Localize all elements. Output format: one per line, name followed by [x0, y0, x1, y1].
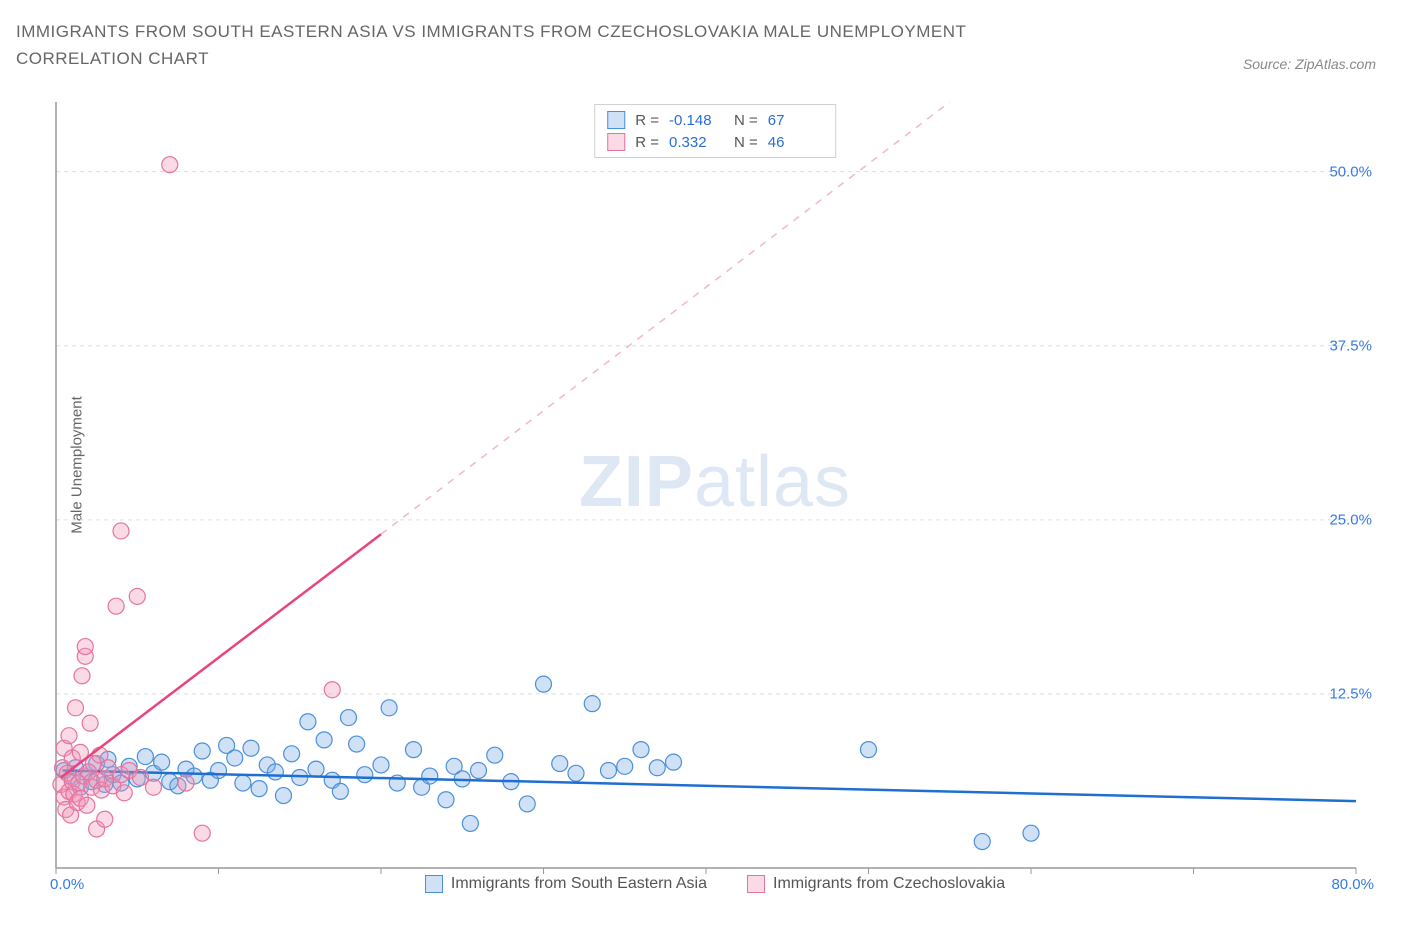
data-point — [381, 700, 397, 716]
legend-swatch — [747, 875, 765, 893]
data-point — [316, 732, 332, 748]
data-point — [649, 760, 665, 776]
data-point — [116, 785, 132, 801]
data-point — [568, 765, 584, 781]
legend-r-label: R = — [635, 112, 659, 129]
data-point — [584, 696, 600, 712]
data-point — [552, 756, 568, 772]
legend-label: Immigrants from Czechoslovakia — [773, 875, 1005, 893]
data-point — [324, 682, 340, 698]
data-point — [462, 815, 478, 831]
data-point — [974, 834, 990, 850]
data-point — [146, 779, 162, 795]
data-point — [178, 775, 194, 791]
scatter-plot — [50, 100, 1380, 895]
legend-n-label: N = — [734, 112, 758, 129]
data-point — [251, 781, 267, 797]
data-point — [97, 811, 113, 827]
data-point — [357, 767, 373, 783]
data-point — [519, 796, 535, 812]
data-point — [341, 710, 357, 726]
data-point — [422, 768, 438, 784]
y-tick-label: 12.5% — [1329, 685, 1372, 702]
data-point — [79, 797, 95, 813]
series-legend: Immigrants from South Eastern Asia Immigr… — [50, 875, 1380, 893]
chart-title: IMMIGRANTS FROM SOUTH EASTERN ASIA VS IM… — [16, 18, 1096, 72]
data-point — [349, 736, 365, 752]
data-point — [235, 775, 251, 791]
legend-n-value: 67 — [768, 112, 823, 129]
legend-swatch — [425, 875, 443, 893]
data-point — [194, 743, 210, 759]
data-point — [1023, 825, 1039, 841]
legend-row: R = 0.332 N = 46 — [607, 131, 823, 153]
data-point — [300, 714, 316, 730]
legend-r-value: -0.148 — [669, 112, 724, 129]
data-point — [137, 749, 153, 765]
legend-n-value: 46 — [768, 134, 823, 151]
legend-label: Immigrants from South Eastern Asia — [451, 875, 707, 893]
legend-swatch — [607, 133, 625, 151]
data-point — [601, 763, 617, 779]
data-point — [243, 740, 259, 756]
legend-n-label: N = — [734, 134, 758, 151]
trend-line-extrapolated — [381, 102, 950, 534]
legend-row: R = -0.148 N = 67 — [607, 109, 823, 131]
legend-item: Immigrants from Czechoslovakia — [747, 875, 1005, 893]
data-point — [276, 788, 292, 804]
data-point — [406, 742, 422, 758]
data-point — [68, 700, 84, 716]
data-point — [211, 763, 227, 779]
data-point — [194, 825, 210, 841]
data-point — [438, 792, 454, 808]
data-point — [61, 728, 77, 744]
legend-r-value: 0.332 — [669, 134, 724, 151]
legend-item: Immigrants from South Eastern Asia — [425, 875, 707, 893]
data-point — [162, 157, 178, 173]
data-point — [129, 588, 145, 604]
data-point — [308, 761, 324, 777]
data-point — [373, 757, 389, 773]
correlation-legend: R = -0.148 N = 67 R = 0.332 N = 46 — [594, 104, 836, 158]
data-point — [82, 715, 98, 731]
chart-area: ZIPatlas R =-0.148N =67R =0.332N =46 12.… — [50, 100, 1380, 895]
data-point — [861, 742, 877, 758]
data-point — [154, 754, 170, 770]
y-tick-label: 37.5% — [1329, 337, 1372, 354]
data-point — [284, 746, 300, 762]
data-point — [536, 676, 552, 692]
data-point — [617, 758, 633, 774]
legend-swatch — [607, 111, 625, 129]
data-point — [74, 668, 90, 684]
source-label: Source: ZipAtlas.com — [1243, 56, 1376, 72]
data-point — [108, 598, 124, 614]
data-point — [633, 742, 649, 758]
data-point — [332, 783, 348, 799]
y-tick-label: 50.0% — [1329, 163, 1372, 180]
data-point — [267, 764, 283, 780]
data-point — [666, 754, 682, 770]
data-point — [471, 763, 487, 779]
data-point — [227, 750, 243, 766]
data-point — [113, 523, 129, 539]
data-point — [77, 639, 93, 655]
legend-r-label: R = — [635, 134, 659, 151]
data-point — [487, 747, 503, 763]
y-tick-label: 25.0% — [1329, 511, 1372, 528]
